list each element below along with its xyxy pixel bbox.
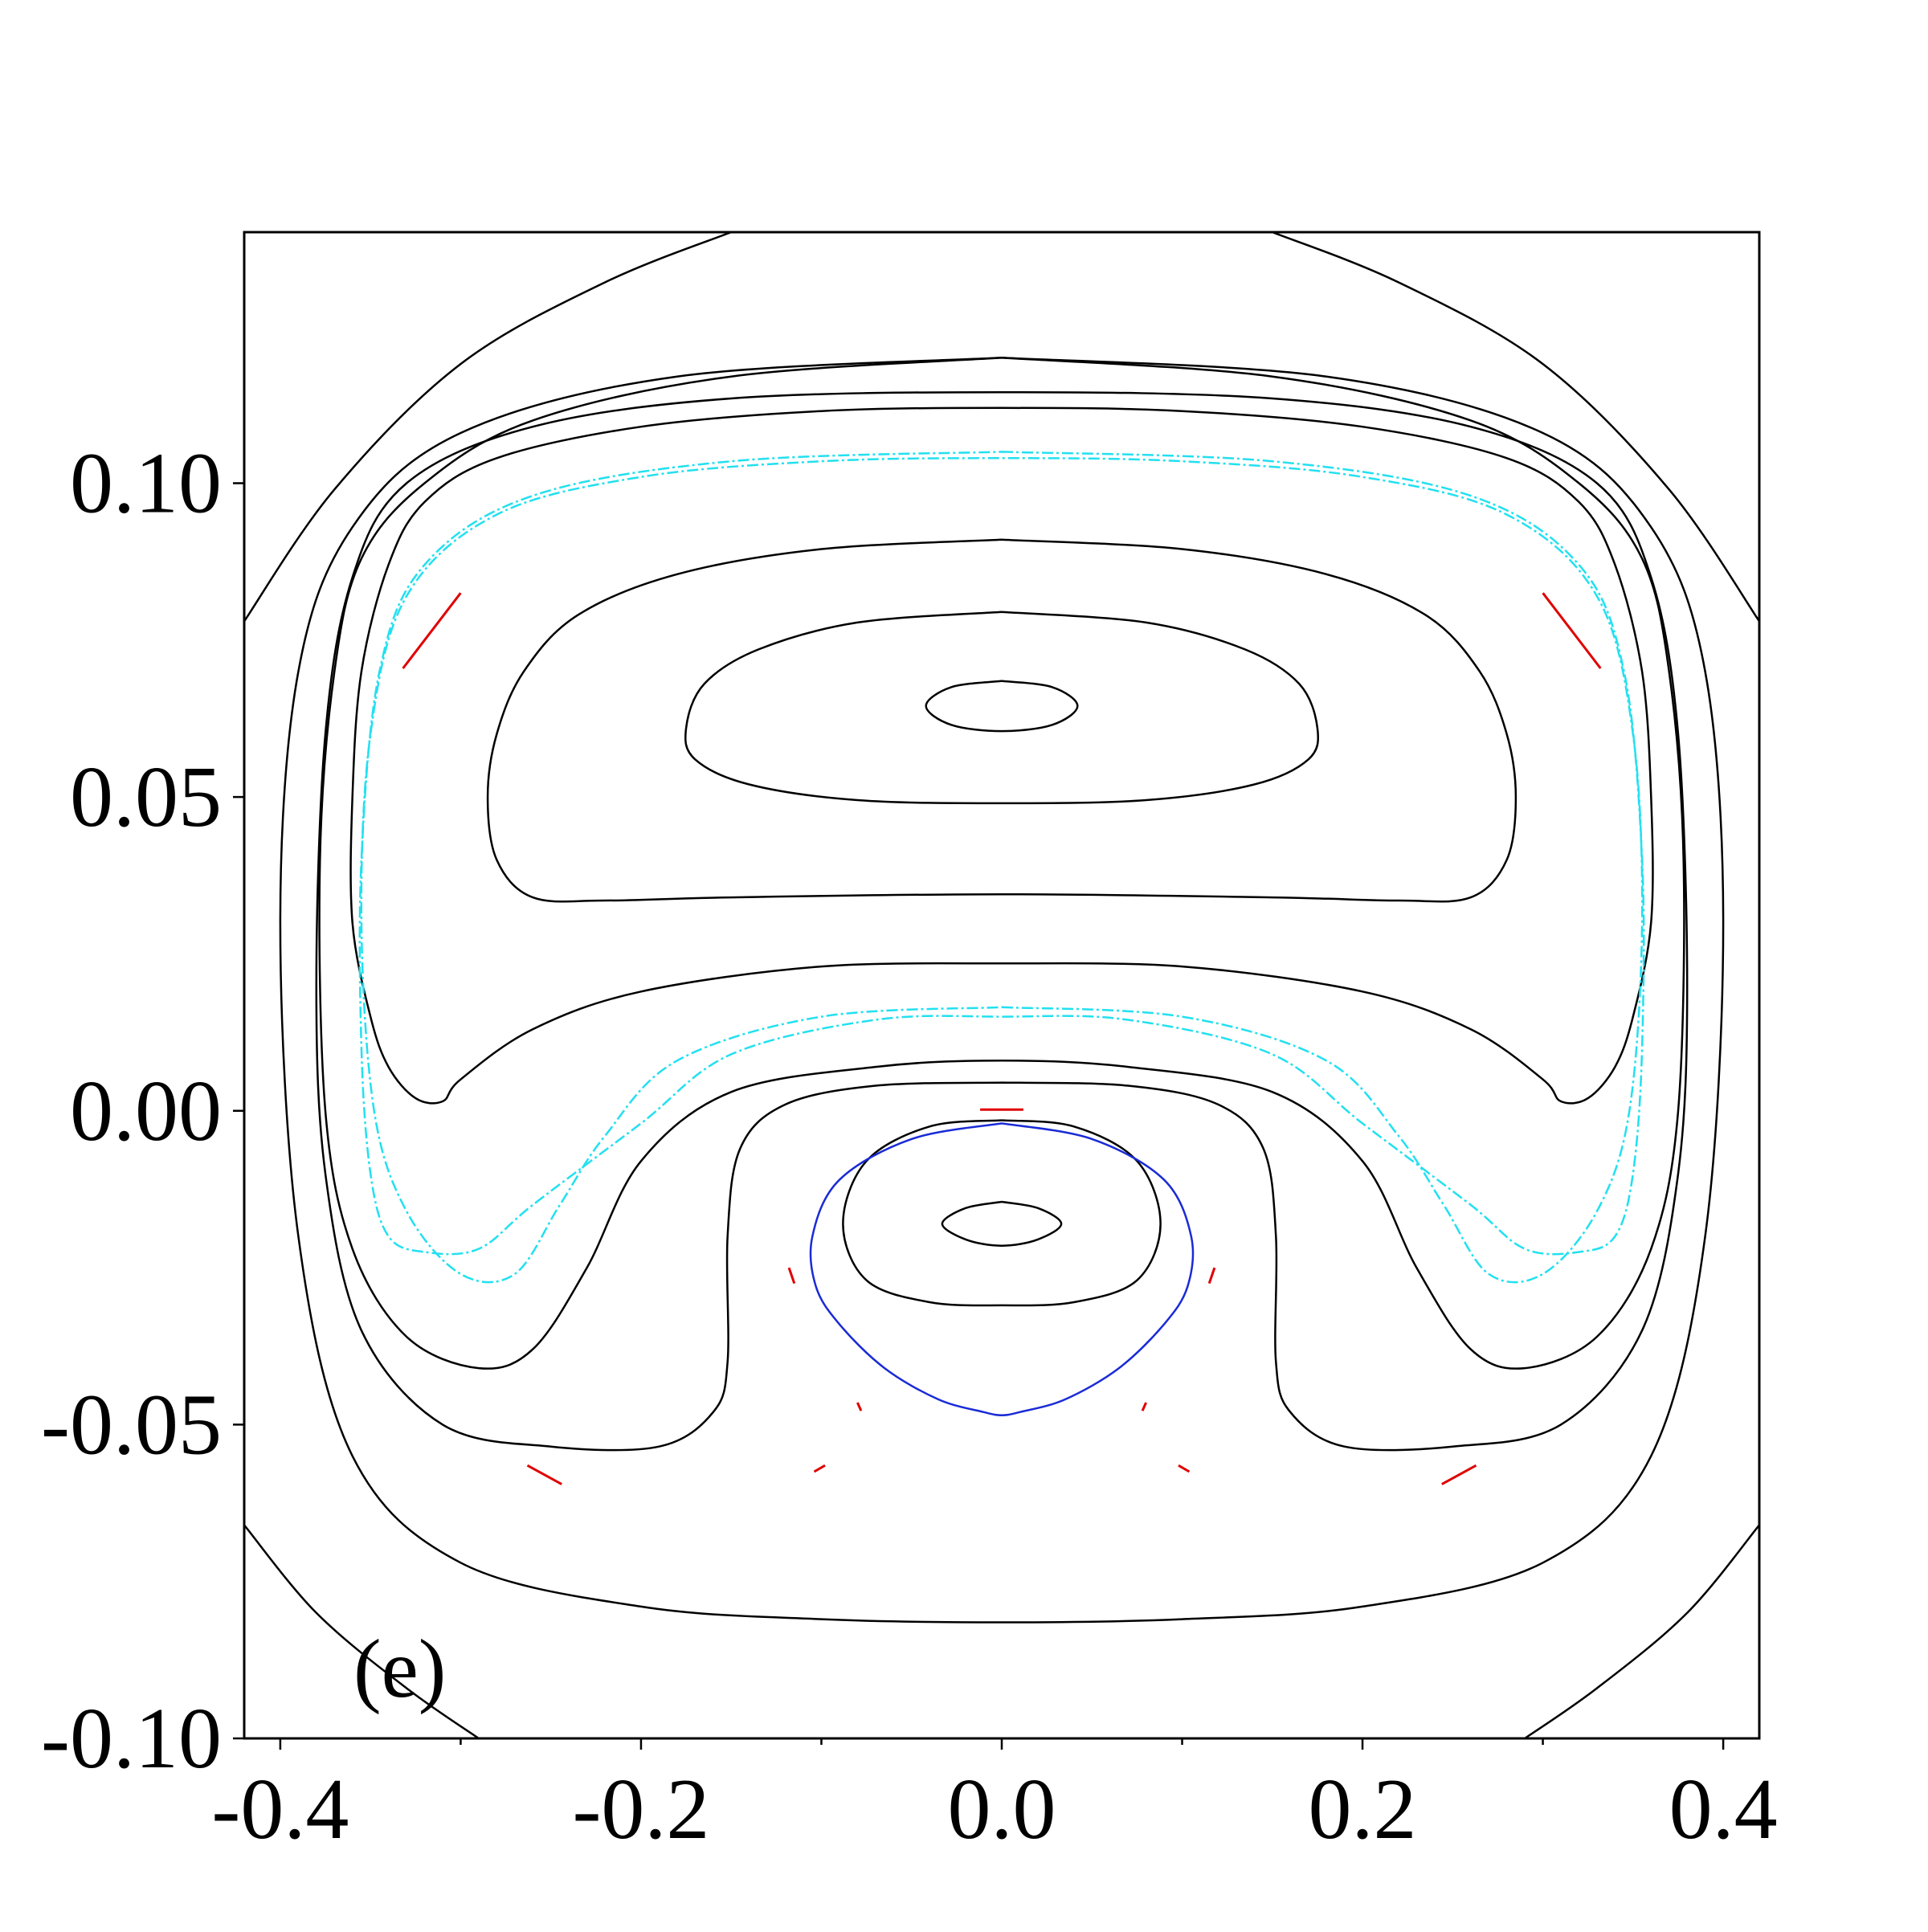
- red-orbit-curve: [1207, 1267, 1216, 1285]
- black-orbit-curve: [486, 538, 1517, 903]
- x-tick-label: 0.0: [948, 1762, 1056, 1857]
- black-orbit-curve: [925, 680, 1079, 733]
- black-orbit-curve: [842, 1119, 1162, 1307]
- red-orbit-curve: [1178, 1464, 1191, 1473]
- black-orbit-curve: [318, 357, 1685, 1370]
- y-tick-label: -0.05: [41, 1377, 222, 1472]
- red-orbit-curve: [1542, 592, 1602, 669]
- red-orbit-curve: [526, 1464, 562, 1485]
- red-orbit-curve: [856, 1402, 863, 1411]
- black-orbit-curve: [1524, 1524, 1759, 1738]
- red-orbit-curve: [1141, 1402, 1147, 1411]
- red-orbit-curve: [402, 592, 462, 669]
- y-tick-label: 0.10: [70, 436, 222, 532]
- curve-layer: [244, 232, 1759, 1738]
- red-orbit-curve: [1441, 1464, 1477, 1485]
- blue-orbit-curve: [809, 1122, 1195, 1416]
- red-orbit-curve: [813, 1464, 826, 1473]
- panel-label: (e): [353, 1623, 446, 1715]
- black-orbit-curve: [315, 390, 1689, 1452]
- x-tick-label: 0.4: [1669, 1762, 1778, 1857]
- black-orbit-curve: [684, 611, 1320, 805]
- plot-frame: [243, 231, 1761, 1740]
- cyan-orbit-curve: [360, 457, 1644, 1284]
- black-orbit-curve: [349, 406, 1654, 1105]
- black-orbit-curve: [941, 1200, 1063, 1247]
- y-tick-label: 0.05: [70, 750, 222, 845]
- y-tick-label: -0.10: [41, 1691, 222, 1787]
- x-tick-label: -0.2: [572, 1762, 709, 1857]
- black-orbit-curve: [244, 232, 732, 623]
- black-orbit-curve: [1272, 232, 1759, 623]
- black-orbit-curve: [279, 357, 1725, 1624]
- cyan-orbit-curve: [358, 451, 1645, 1256]
- red-orbit-curve: [787, 1267, 796, 1285]
- black-orbit-curve: [244, 1524, 480, 1738]
- tick-layer: -0.4 -0.2 0.0 0.2 0.4 -0.10 -0.05 0.00 0.05 0.10: [41, 436, 1778, 1858]
- x-tick-label: -0.4: [211, 1762, 349, 1857]
- y-tick-label: 0.00: [70, 1064, 222, 1159]
- x-tick-label: 0.2: [1309, 1762, 1417, 1857]
